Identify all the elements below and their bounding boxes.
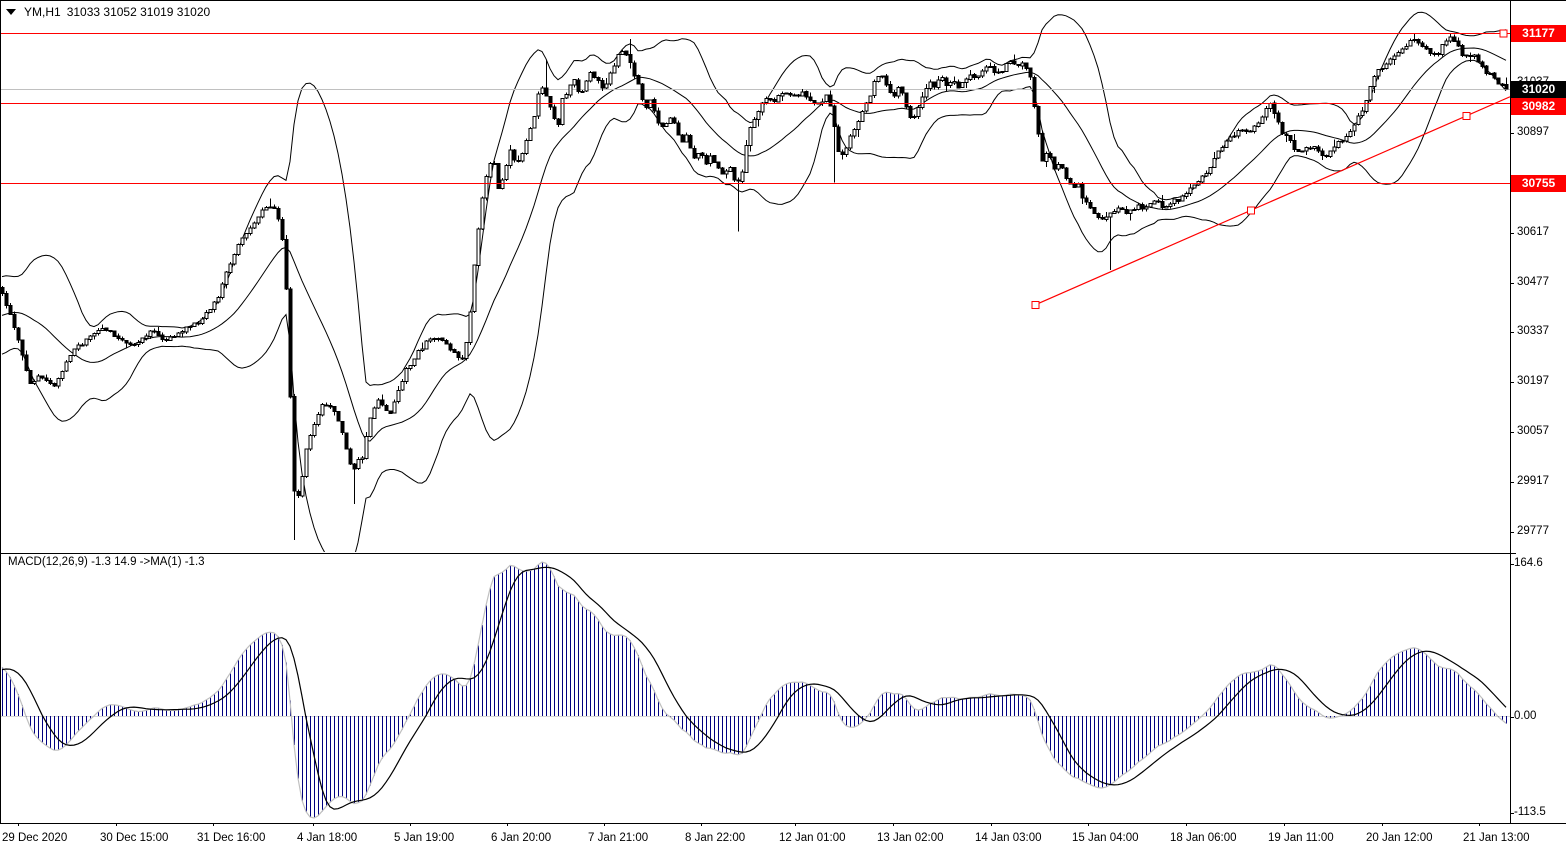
horizontal-level-lines[interactable] [0, 33, 1510, 184]
macd-histogram [0, 562, 1510, 818]
macd-signal-line [1, 566, 1507, 810]
macd-ma1-line [1, 561, 1507, 819]
macd-lines [1, 561, 1507, 819]
bollinger-lower-band[interactable] [1, 59, 1507, 569]
level-handle-31177[interactable] [1499, 29, 1508, 38]
chart-frame [0, 0, 1566, 826]
trendline-handle-mid[interactable] [1247, 206, 1255, 215]
bollinger-middle-band[interactable] [1, 47, 1507, 442]
trendline[interactable] [1034, 96, 1510, 306]
trendline-handle-end[interactable] [1462, 112, 1471, 121]
bollinger-upper-band[interactable] [1, 11, 1507, 387]
bollinger-bands[interactable] [1, 11, 1507, 569]
candlesticks [0, 33, 1509, 541]
object-handles[interactable] [1031, 29, 1508, 309]
trend-line[interactable] [1034, 96, 1510, 306]
trendline-handle-start[interactable] [1031, 300, 1040, 309]
